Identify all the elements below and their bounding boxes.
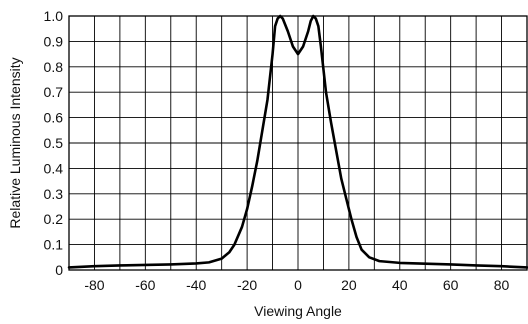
y-axis-ticks: 0 0.1 0.2 0.3 0.4 0.5 0.6 0.7 0.8 0.9 1.0 bbox=[44, 8, 64, 278]
x-tick-label: 20 bbox=[341, 277, 357, 293]
y-tick-label: 0.8 bbox=[44, 59, 64, 75]
x-tick-label: -80 bbox=[84, 277, 104, 293]
y-tick-label: 0.7 bbox=[44, 84, 64, 100]
y-tick-label: 0.3 bbox=[44, 186, 64, 202]
x-axis-title: Viewing Angle bbox=[254, 303, 342, 319]
grid bbox=[69, 16, 527, 270]
y-tick-label: 0.5 bbox=[44, 135, 64, 151]
x-axis-ticks: -80 -60 -40 -20 0 20 40 60 80 bbox=[84, 277, 509, 293]
x-tick-label: -20 bbox=[237, 277, 257, 293]
y-tick-label: 0.1 bbox=[44, 237, 64, 253]
y-tick-label: 1.0 bbox=[44, 8, 64, 24]
y-tick-label: 0.2 bbox=[44, 211, 64, 227]
x-tick-label: 80 bbox=[494, 277, 510, 293]
series-layer bbox=[67, 14, 528, 269]
x-tick-label: -60 bbox=[135, 277, 155, 293]
x-tick-label: 60 bbox=[443, 277, 459, 293]
x-tick-label: -40 bbox=[186, 277, 206, 293]
y-tick-label: 0.4 bbox=[44, 160, 64, 176]
series-line bbox=[67, 14, 528, 269]
y-tick-label: 0.6 bbox=[44, 110, 64, 126]
x-tick-label: 0 bbox=[294, 277, 302, 293]
y-axis-title: Relative Luminous Intensity bbox=[7, 57, 23, 228]
x-tick-label: 40 bbox=[392, 277, 408, 293]
plot-frame bbox=[68, 15, 528, 271]
y-tick-label: 0.9 bbox=[44, 33, 64, 49]
y-tick-label: 0 bbox=[55, 262, 63, 278]
